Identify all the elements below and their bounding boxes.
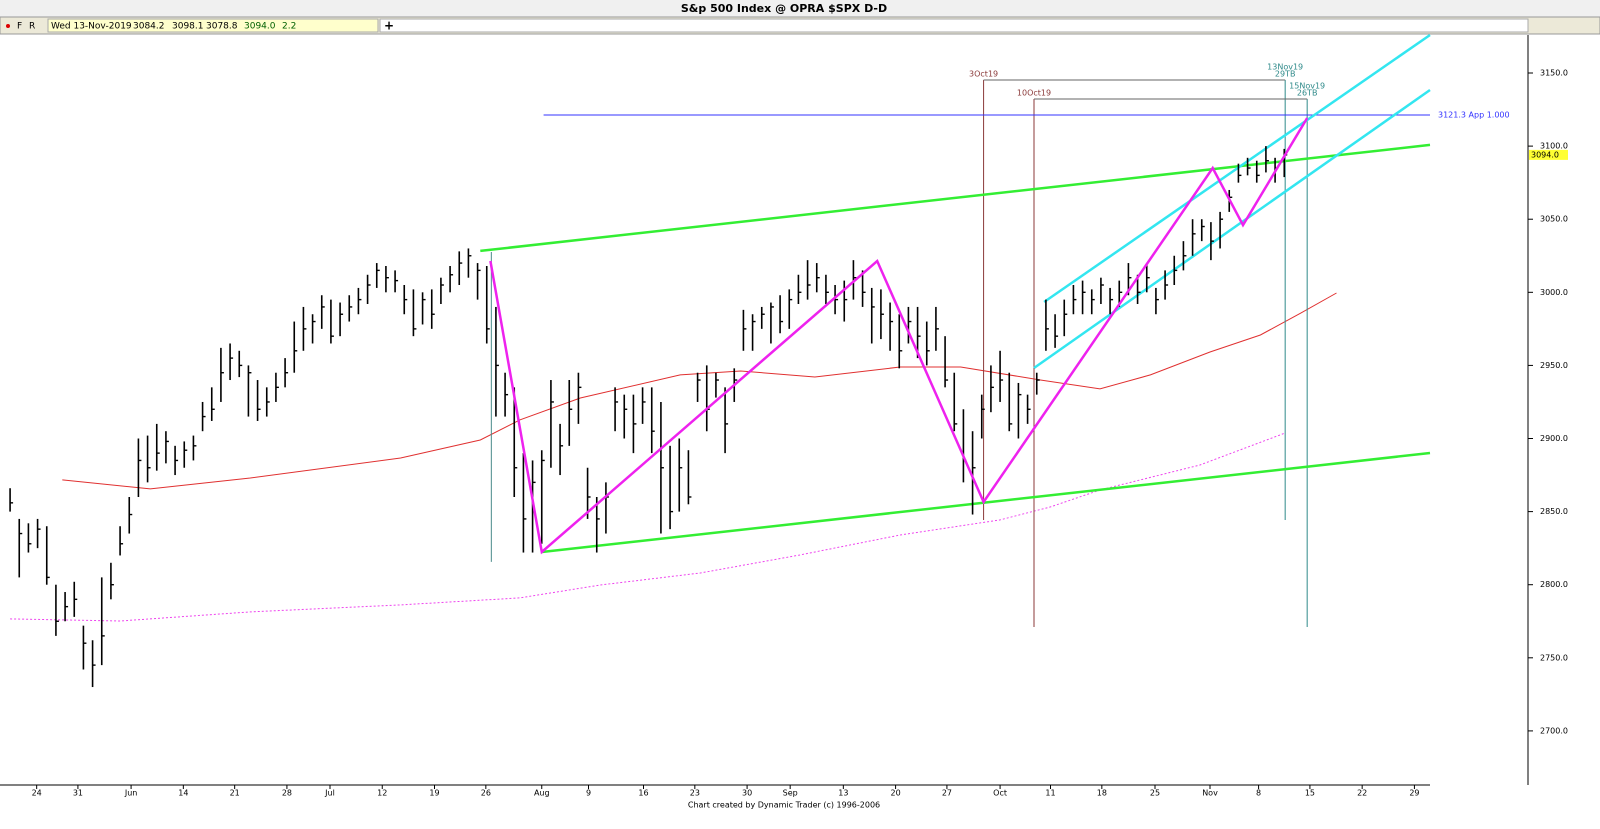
x-tick-label: 23 bbox=[690, 789, 700, 798]
trendline bbox=[541, 451, 1431, 554]
info-high: 3098.1 bbox=[172, 22, 204, 32]
x-tick-label: 24 bbox=[32, 789, 42, 798]
footer-bg bbox=[0, 797, 1600, 829]
x-tick-label: 27 bbox=[942, 789, 952, 798]
trendline bbox=[480, 143, 1431, 253]
title-bar bbox=[0, 0, 1600, 17]
time-line-label: 10Oct19 bbox=[1017, 89, 1051, 98]
trendline bbox=[1033, 88, 1431, 370]
y-tick-label: 2850.0 bbox=[1540, 507, 1568, 516]
y-tick-label: 2950.0 bbox=[1540, 361, 1568, 370]
x-tick-label: 26 bbox=[481, 789, 491, 798]
time-line-label: 26TB bbox=[1297, 89, 1318, 98]
footer: Chart created by Dynamic Trader (c) 1996… bbox=[688, 801, 880, 810]
x-tick-label: 31 bbox=[73, 789, 83, 798]
chart-title: S&p 500 Index @ OPRA $SPX D-D bbox=[681, 2, 887, 15]
x-tick-label: 12 bbox=[377, 789, 387, 798]
x-tick-label: 25 bbox=[1150, 789, 1160, 798]
zigzag bbox=[489, 117, 1309, 555]
info-change: 2.2 bbox=[282, 22, 296, 32]
info-field bbox=[47, 18, 379, 33]
y-tick-label: 3000.0 bbox=[1540, 288, 1568, 297]
r-button[interactable]: R bbox=[29, 22, 35, 32]
x-tick-label: 14 bbox=[178, 789, 188, 798]
time-line-label: 13Nov19 bbox=[1267, 63, 1303, 72]
x-tick-label: 8 bbox=[1256, 789, 1261, 798]
moving-average bbox=[62, 292, 1337, 490]
y-tick-label: 3050.0 bbox=[1540, 215, 1568, 224]
y-tick-label: 3100.0 bbox=[1540, 142, 1568, 151]
last-price-box bbox=[1529, 149, 1568, 160]
y-tick-label: 2750.0 bbox=[1540, 653, 1568, 662]
x-tick-label: Jun bbox=[124, 789, 138, 798]
last-price-label: 3094.0 bbox=[1531, 150, 1559, 159]
f-button[interactable]: F bbox=[17, 22, 22, 32]
x-tick-label: 29 bbox=[1409, 789, 1419, 798]
plot-area: 3150.0 3100.0 3050.0 3000.0 2950.0 2900.0 2850… bbox=[9, 33, 1568, 798]
time-line-label: 3Oct19 bbox=[969, 70, 998, 79]
x-tick-label: 20 bbox=[890, 789, 900, 798]
y-tick-label: 3150.0 bbox=[1540, 69, 1568, 78]
x-tick-label: 28 bbox=[282, 789, 292, 798]
time-line-label: 29TB bbox=[1275, 70, 1296, 79]
x-tick-label: 18 bbox=[1097, 789, 1107, 798]
status-dot bbox=[6, 24, 10, 28]
x-tick-label: 15 bbox=[1305, 789, 1315, 798]
info-date: Wed 13-Nov-2019 bbox=[51, 22, 132, 32]
price-level-label: 3121.3 App 1.000 bbox=[1438, 110, 1510, 119]
x-tick-label: 11 bbox=[1045, 789, 1055, 798]
x-tick-label: 16 bbox=[638, 789, 648, 798]
y-tick-label: 2800.0 bbox=[1540, 580, 1568, 589]
x-tick-label: Sep bbox=[783, 789, 798, 798]
x-tick-label: 21 bbox=[230, 789, 240, 798]
x-tick-label: 13 bbox=[838, 789, 848, 798]
x-tick-label: Oct bbox=[993, 789, 1007, 798]
time-line-label: 15Nov19 bbox=[1289, 82, 1325, 91]
add-field bbox=[379, 18, 1529, 33]
x-tick-label: Nov bbox=[1202, 789, 1218, 798]
moving-average bbox=[10, 432, 1286, 622]
x-tick-label: 30 bbox=[742, 789, 752, 798]
x-tick-label: Aug bbox=[534, 789, 550, 798]
info-open: 3084.2 bbox=[133, 22, 165, 32]
info-close: 3094.0 bbox=[244, 22, 276, 32]
info-low: 3078.8 bbox=[206, 22, 238, 32]
y-tick-label: 2900.0 bbox=[1540, 434, 1568, 443]
x-tick-label: Jul bbox=[324, 789, 335, 798]
x-tick-label: 19 bbox=[429, 789, 439, 798]
trendline bbox=[1043, 33, 1431, 304]
x-tick-label: 22 bbox=[1357, 789, 1367, 798]
x-tick-label: 9 bbox=[586, 789, 591, 798]
y-tick-label: 2700.0 bbox=[1540, 726, 1568, 735]
add-button[interactable]: + bbox=[384, 19, 394, 33]
